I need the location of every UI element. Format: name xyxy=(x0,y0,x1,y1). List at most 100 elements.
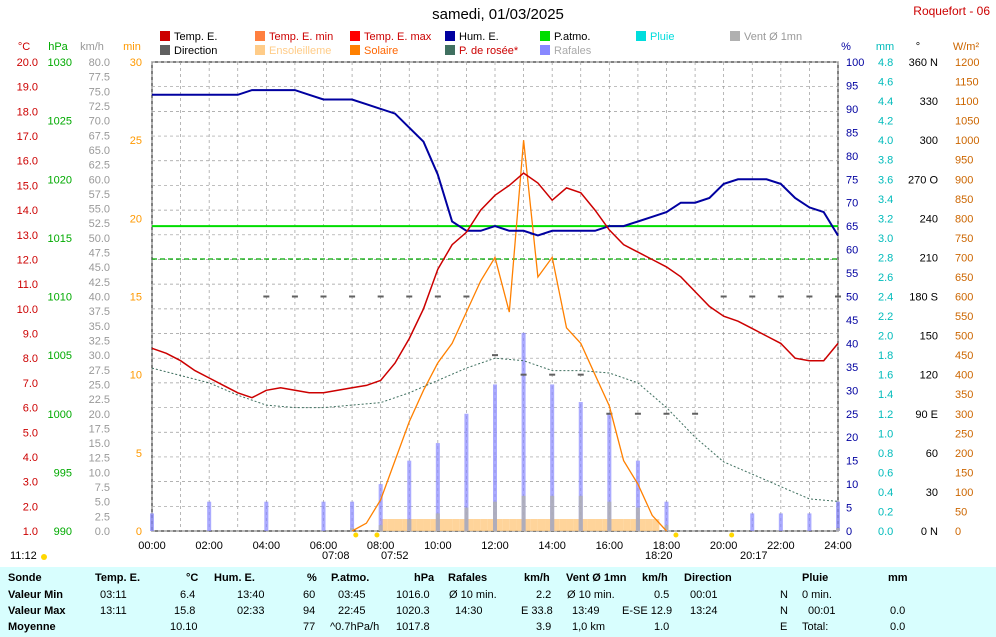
axis-kmh-tick: 45.0 xyxy=(89,262,110,274)
sunshine-bar xyxy=(394,519,403,531)
axis-celsius-tick: 5.0 xyxy=(23,427,38,439)
row-min-temp-time: 03:11 xyxy=(100,589,127,601)
sunshine-bar xyxy=(602,519,610,531)
legend-label: Temp. E. max xyxy=(364,31,432,43)
header-temp: Temp. E. xyxy=(95,572,141,584)
axis-celsius-tick: 14.0 xyxy=(17,205,38,217)
axis-celsius-tick: 17.0 xyxy=(17,131,38,143)
gust-bar xyxy=(407,460,412,531)
legend-label: Pluie xyxy=(650,31,675,43)
axis-celsius-tick: 9.0 xyxy=(23,329,38,341)
row-max-vent: E-SE 12.9 xyxy=(622,605,673,617)
axis-celsius-tick: 1.0 xyxy=(23,526,38,538)
moonrise-marker xyxy=(41,554,47,560)
axis-time-tick: 06:00 xyxy=(310,540,338,552)
row-min-temp: 6.4 xyxy=(180,589,196,601)
axis-celsius-tick: 8.0 xyxy=(23,353,38,365)
gust-bar xyxy=(521,332,526,531)
gust-bar xyxy=(807,513,812,531)
axis-deg-tick: 360 N xyxy=(909,57,938,69)
sunrise-2-marker xyxy=(374,532,380,538)
gust-bar xyxy=(150,513,154,531)
axis-kmh-tick: 57.5 xyxy=(89,189,110,201)
legend-swatch xyxy=(730,31,740,41)
axis-mm-tick: 2.0 xyxy=(878,331,893,343)
axis-wm2-tick: 750 xyxy=(955,233,973,245)
axis-kmh-tick: 27.5 xyxy=(89,365,110,377)
chart-title: samedi, 01/03/2025 xyxy=(432,6,564,23)
gust-bar xyxy=(207,501,212,531)
axis-mm-tick: 1.4 xyxy=(878,389,893,401)
row-min-patmo: 1016.0 xyxy=(396,589,430,601)
axis-percent-tick: 45 xyxy=(846,315,858,327)
row-min-dir-time: 00:01 xyxy=(690,589,718,601)
axis-deg-tick: 60 xyxy=(926,448,938,460)
axis-mm-tick: 1.8 xyxy=(878,350,893,362)
axis-wm2-tick: 550 xyxy=(955,311,973,323)
sunshine-bar xyxy=(466,519,474,531)
axis-kmh-tick: 80.0 xyxy=(89,57,110,69)
axis-celsius-tick: 20.0 xyxy=(17,57,38,69)
axis-wm2-tick: 700 xyxy=(955,252,973,264)
axis-mm-tick: 0.2 xyxy=(878,506,893,518)
axis-deg-tick: 150 xyxy=(920,331,938,343)
axis-percent-tick: 65 xyxy=(846,221,858,233)
row-avg-label: Moyenne xyxy=(8,621,56,633)
axis-celsius-tick: 2.0 xyxy=(23,501,38,513)
row-max-temp: 15.8 xyxy=(174,605,196,617)
row-min-raf-label: Ø 10 min. xyxy=(449,589,497,601)
legend-label: Temp. E. min xyxy=(269,31,334,43)
axis-mm-tick: 0.8 xyxy=(878,448,893,460)
direction-mark xyxy=(492,354,498,357)
axis-min-unit: min xyxy=(123,41,141,53)
axis-deg-tick: 30 xyxy=(926,487,938,499)
axis-hpa-tick: 1025 xyxy=(48,116,72,128)
gust-bar xyxy=(750,513,755,531)
legend-item: Hum. E. xyxy=(445,31,499,44)
wind-bar xyxy=(407,519,412,531)
row-min-hum-time: 13:40 xyxy=(237,589,265,601)
axis-deg-tick: 210 xyxy=(920,252,938,264)
axis-mm-tick: 0.4 xyxy=(878,487,893,499)
axis-mm-tick: 4.0 xyxy=(878,135,893,147)
row-min-hum: 60 xyxy=(303,589,316,601)
legend-swatch xyxy=(350,31,360,41)
direction-mark xyxy=(720,295,727,298)
legend-item: Ensoleilleme xyxy=(255,45,331,58)
axis-percent-tick: 40 xyxy=(846,338,858,350)
axis-percent-tick: 10 xyxy=(846,479,858,491)
axis-deg-tick: 270 O xyxy=(908,174,938,186)
sunshine-bar xyxy=(387,519,395,531)
sunshine-bar xyxy=(609,519,617,531)
sunrise-marker xyxy=(353,532,359,538)
header-sonde: Sonde xyxy=(8,572,42,584)
axis-kmh-tick: 15.0 xyxy=(89,438,110,450)
axis-kmh-tick: 40.0 xyxy=(89,292,110,304)
axis-wm2-tick: 1100 xyxy=(955,96,979,108)
axis-hpa-tick: 1020 xyxy=(48,174,72,186)
axis-celsius-tick: 18.0 xyxy=(17,106,38,118)
header-temp-unit: °C xyxy=(186,572,199,584)
sunshine-bar xyxy=(587,519,596,531)
axis-celsius-tick: 13.0 xyxy=(17,230,38,242)
legend-item: Temp. E. xyxy=(160,31,217,44)
sunshine-bar xyxy=(487,519,495,531)
axis-percent-tick: 50 xyxy=(846,292,858,304)
axis-hpa-tick: 1030 xyxy=(48,57,72,69)
direction-mark xyxy=(320,295,327,298)
axis-wm2-tick: 100 xyxy=(955,487,973,499)
axis-hpa-tick: 995 xyxy=(54,467,72,479)
legend-label: Temp. E. xyxy=(174,31,218,43)
axis-wm2-tick: 1150 xyxy=(955,77,979,89)
row-min-vent-label: Ø 10 min. xyxy=(567,589,615,601)
gust-bar xyxy=(350,501,355,531)
axis-celsius-tick: 4.0 xyxy=(23,452,38,464)
axis-wm2-tick: 500 xyxy=(955,331,973,343)
legend-label: Rafales xyxy=(554,45,592,57)
legend-item: Direction xyxy=(160,45,217,58)
axis-min-tick: 30 xyxy=(130,57,142,69)
sunshine-bar xyxy=(423,519,431,531)
axis-kmh-tick: 35.0 xyxy=(89,321,110,333)
row-avg-patmo: 1017.8 xyxy=(396,621,430,633)
axis-wm2-tick: 1200 xyxy=(955,57,979,69)
